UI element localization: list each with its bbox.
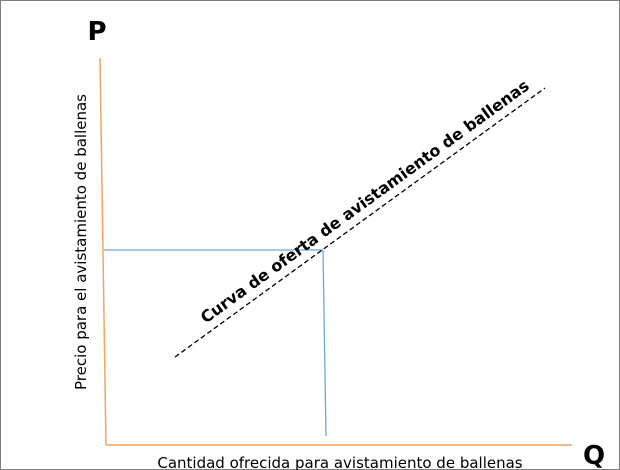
x-axis-label: Cantidad ofrecida para avistamiento de b… bbox=[157, 454, 522, 470]
supply-curve bbox=[174, 87, 546, 358]
y-axis bbox=[99, 57, 107, 446]
price-symbol: P bbox=[87, 17, 106, 47]
quantity-symbol: Q bbox=[583, 441, 605, 470]
quantity-guide bbox=[322, 249, 327, 437]
y-axis-label: Precio para el avistamiento de ballenas bbox=[72, 94, 90, 390]
